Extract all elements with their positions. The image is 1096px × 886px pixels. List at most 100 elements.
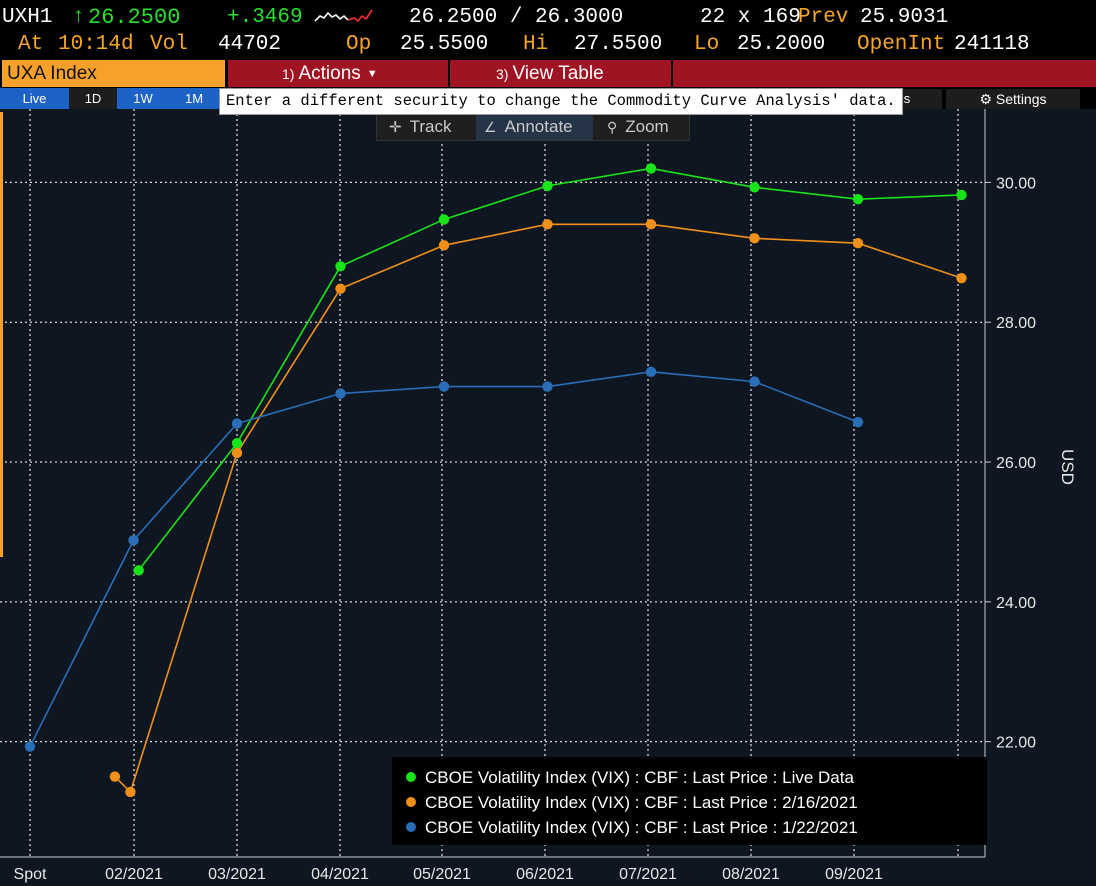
vol-value: 44702 — [218, 33, 282, 56]
view-table-button[interactable]: 3) View Table — [496, 60, 604, 87]
actions-label: Actions — [298, 63, 361, 84]
x-tick-label: 09/2021 — [825, 866, 883, 883]
legend-label-jan22: CBOE Volatility Index (VIX) : CBF : Last… — [425, 818, 858, 837]
data-point-feb16[interactable] — [542, 219, 553, 230]
x-tick-label: 07/2021 — [619, 866, 677, 883]
data-point-live[interactable] — [956, 189, 967, 201]
data-point-feb16[interactable] — [749, 233, 760, 244]
last-up-arrow: ↑ — [72, 6, 85, 29]
data-point-live[interactable] — [231, 437, 243, 449]
left-accent-bar — [0, 112, 3, 557]
open-interest-label: OpenInt — [857, 33, 946, 56]
open-value: 25.5500 — [400, 33, 489, 56]
bid-ask-size: 22 x 169 — [700, 6, 801, 29]
bid-ask: 26.2500 / 26.3000 — [409, 6, 624, 29]
legend-dot-live — [406, 772, 416, 782]
y-tick-label: 24.00 — [996, 595, 1036, 612]
divider — [671, 60, 673, 87]
data-point-jan22[interactable] — [438, 381, 450, 392]
low-label: Lo — [694, 33, 720, 56]
data-point-feb16[interactable] — [335, 283, 346, 294]
data-point-jan22[interactable] — [231, 418, 243, 429]
data-point-jan22[interactable] — [128, 535, 139, 546]
zoom-label: Zoom — [625, 117, 669, 136]
data-point-jan22[interactable] — [852, 416, 864, 428]
series-line-jan22[interactable] — [29, 371, 859, 747]
high-label: Hi — [523, 33, 549, 56]
data-point-live[interactable] — [852, 193, 864, 205]
actions-menu[interactable]: 1) Actions ▼ — [282, 60, 378, 87]
chart-toolbar: ✛ Track ∠ Annotate ⚲ Zoom — [376, 112, 690, 141]
data-point-jan22[interactable] — [335, 388, 346, 399]
data-point-live[interactable] — [542, 180, 553, 192]
ticker[interactable]: UXH1 — [2, 6, 53, 29]
legend-dot-feb16 — [406, 797, 416, 807]
zoom-button[interactable]: ⚲ Zoom — [607, 113, 669, 140]
data-point-feb16[interactable] — [438, 240, 450, 251]
y-tick-label: 30.00 — [996, 175, 1036, 192]
data-point-jan22[interactable] — [24, 741, 36, 752]
data-point-live[interactable] — [335, 261, 346, 272]
security-tooltip: Enter a different security to change the… — [219, 88, 903, 115]
vol-label: Vol — [150, 33, 188, 56]
data-point-feb16[interactable] — [645, 219, 657, 230]
data-point-feb16[interactable] — [109, 771, 121, 782]
annotate-button[interactable]: ∠ Annotate — [476, 113, 593, 140]
open-label: Op — [346, 33, 372, 56]
series-line-feb16[interactable] — [114, 223, 962, 794]
tab-1m[interactable]: 1M — [169, 88, 219, 109]
prev-label: Prev — [798, 6, 849, 29]
actions-num: 1) — [282, 66, 295, 82]
x-tick-label: 08/2021 — [722, 866, 780, 883]
data-point-feb16[interactable] — [125, 786, 136, 798]
legend-item-jan22[interactable]: CBOE Volatility Index (VIX) : CBF : Last… — [406, 815, 987, 840]
track-button[interactable]: ✛ Track — [389, 113, 451, 140]
quote-time: 10:14d — [58, 33, 134, 56]
data-point-live[interactable] — [645, 163, 657, 174]
data-point-feb16[interactable] — [231, 447, 243, 459]
y-tick-label: 22.00 — [996, 735, 1036, 752]
high-value: 27.5500 — [574, 33, 663, 56]
curve-chart[interactable]: 22.00 24.00 26.00 28.00 30.00 USD Spot 02/2021 0… — [0, 109, 1096, 886]
settings-button[interactable]: ⚙ Settings — [946, 89, 1080, 109]
tab-live[interactable]: Live — [0, 88, 69, 109]
divider — [448, 60, 450, 87]
data-point-live[interactable] — [133, 565, 144, 576]
last-price: 26.2500 — [88, 5, 181, 30]
function-bar: UXA Index 1) Actions ▼ 3) View Table — [0, 60, 1096, 87]
magnifier-icon: ⚲ — [607, 119, 618, 135]
low-value: 25.2000 — [737, 33, 826, 56]
legend-label-feb16: CBOE Volatility Index (VIX) : CBF : Last… — [425, 793, 858, 812]
chart-legend: CBOE Volatility Index (VIX) : CBF : Last… — [392, 757, 987, 845]
net-change: +.3469 — [227, 6, 303, 29]
tab-1w[interactable]: 1W — [117, 88, 169, 109]
chart-area[interactable]: 22.00 24.00 26.00 28.00 30.00 USD Spot 02/2021 0… — [0, 109, 1096, 886]
legend-dot-jan22 — [406, 822, 416, 832]
pencil-icon: ∠ — [484, 119, 497, 135]
data-point-jan22[interactable] — [542, 381, 553, 392]
x-tick-label: 04/2021 — [311, 866, 369, 883]
annotate-label: Annotate — [504, 117, 573, 136]
legend-item-feb16[interactable]: CBOE Volatility Index (VIX) : CBF : Last… — [406, 790, 987, 815]
tab-1d[interactable]: 1D — [69, 88, 117, 109]
security-input[interactable]: UXA Index — [2, 60, 225, 87]
gear-icon: ⚙ — [979, 91, 993, 107]
actions-bar: 1) Actions ▼ 3) View Table — [228, 60, 1096, 87]
settings-label: Settings — [995, 91, 1047, 107]
x-tick-label: Spot — [14, 866, 47, 883]
data-point-jan22[interactable] — [645, 366, 657, 378]
data-point-live[interactable] — [438, 214, 450, 225]
x-tick-label: 03/2021 — [208, 866, 266, 883]
view-table-label: View Table — [512, 63, 604, 84]
data-point-jan22[interactable] — [749, 376, 760, 387]
x-tick-label: 06/2021 — [516, 866, 574, 883]
data-point-feb16[interactable] — [956, 272, 967, 284]
view-table-num: 3) — [496, 66, 509, 82]
x-tick-label: 02/2021 — [105, 866, 163, 883]
data-point-feb16[interactable] — [852, 238, 864, 249]
legend-item-live[interactable]: CBOE Volatility Index (VIX) : CBF : Last… — [406, 765, 987, 790]
y-axis-label: USD — [1058, 449, 1077, 485]
y-tick-label: 26.00 — [996, 455, 1036, 472]
data-point-live[interactable] — [749, 182, 760, 193]
caret-down-icon: ▼ — [366, 68, 378, 80]
